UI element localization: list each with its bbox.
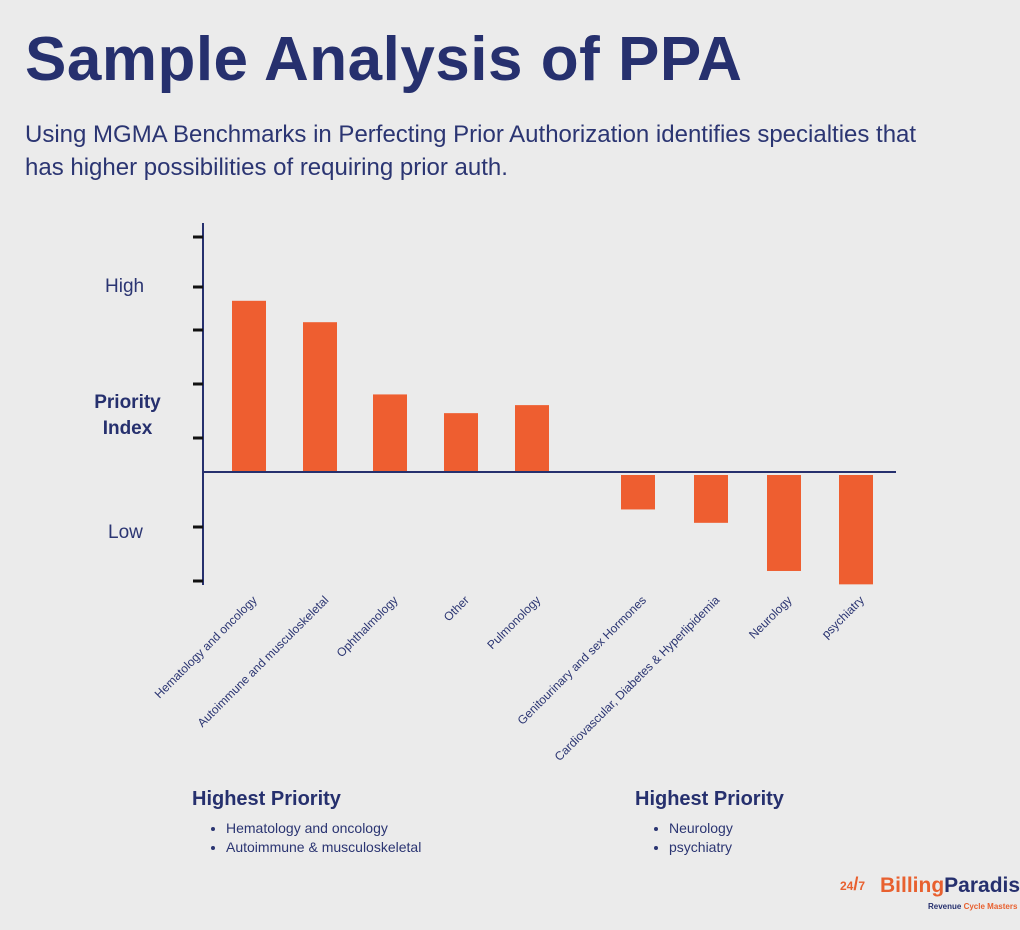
bar-cardiovascular-diabetes-hyperlipidemia bbox=[694, 475, 728, 523]
y-tick-label-high: High bbox=[105, 276, 145, 297]
billing-paradise-logo: 24/7 BillingParadise Revenue Cycle Maste… bbox=[840, 868, 1020, 918]
bar-ophthalmology bbox=[373, 394, 407, 472]
summary-highest-priority-left: Highest Priority Hematology and oncology… bbox=[192, 788, 421, 857]
summary-item: Autoimmune & musculoskeletal bbox=[226, 838, 421, 857]
bar-genitourinary-and-sex-hormones bbox=[621, 475, 655, 510]
summary-item: psychiatry bbox=[669, 838, 784, 857]
logo-wordmark: BillingParadise bbox=[880, 874, 1020, 897]
summary-heading: Highest Priority bbox=[192, 788, 341, 810]
summary-heading: Highest Priority bbox=[635, 788, 784, 810]
bar-neurology bbox=[767, 475, 801, 571]
bar-psychiatry bbox=[839, 475, 873, 585]
page-subtitle: Using MGMA Benchmarks in Perfecting Prio… bbox=[25, 121, 917, 181]
summary-list: Neurology psychiatry bbox=[635, 819, 784, 857]
summary-highest-priority-right: Highest Priority Neurology psychiatry bbox=[635, 788, 784, 857]
summary-item: Hematology and oncology bbox=[226, 819, 421, 838]
bar-hematology-and-oncology bbox=[232, 300, 266, 472]
page-title: Sample Analysis of PPA bbox=[25, 25, 743, 94]
bar-pulmonology bbox=[515, 405, 549, 472]
bar-other bbox=[444, 413, 478, 472]
summary-list: Hematology and oncology Autoimmune & mus… bbox=[192, 819, 421, 857]
bar-autoimmune-and-musculoskeletal bbox=[303, 322, 337, 472]
y-axis-label: Priority Index bbox=[94, 392, 161, 439]
logo-tagline: Revenue Cycle Masters bbox=[928, 902, 1018, 911]
logo-mark-icon: 24/7 bbox=[840, 874, 866, 894]
summary-item: Neurology bbox=[669, 819, 784, 838]
y-tick-label-low: Low bbox=[108, 522, 143, 543]
